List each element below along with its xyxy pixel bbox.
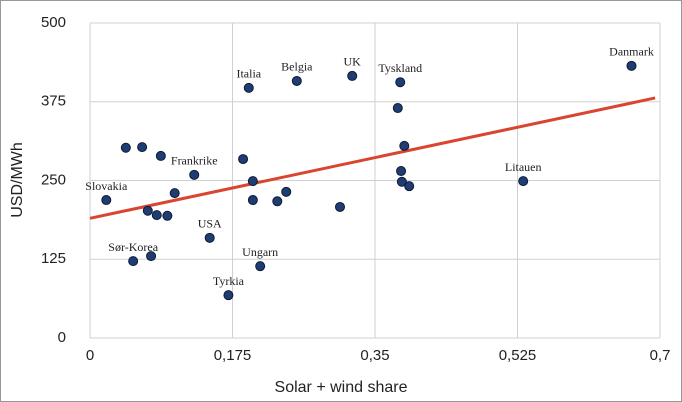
point — [395, 77, 406, 88]
point — [101, 195, 112, 206]
x-tick-label: 0,525 — [499, 347, 537, 364]
point — [247, 176, 258, 187]
point — [281, 186, 292, 197]
point — [347, 70, 358, 81]
y-tick-label: 375 — [41, 93, 66, 110]
point — [334, 201, 345, 212]
point-label: USA — [198, 217, 222, 231]
point — [146, 251, 157, 262]
point — [169, 188, 180, 199]
x-axis-title: Solar + wind share — [275, 379, 408, 396]
point-label: Frankrike — [171, 154, 218, 168]
point — [396, 176, 407, 187]
point — [128, 256, 139, 267]
point — [120, 142, 131, 153]
point-label: Italia — [236, 67, 261, 81]
point — [155, 150, 166, 161]
point — [399, 140, 410, 151]
y-tick-label: 500 — [41, 14, 66, 31]
point-label: Tyskland — [378, 61, 422, 75]
point-label: Belgia — [281, 60, 313, 74]
point — [404, 181, 415, 192]
point — [626, 60, 637, 71]
point-label: Litauen — [505, 160, 542, 174]
point — [396, 166, 407, 177]
y-tick-label: 0 — [58, 329, 66, 346]
y-tick-label: 250 — [41, 171, 66, 188]
point-label: Danmark — [609, 45, 654, 59]
point — [255, 261, 266, 272]
point — [142, 205, 153, 216]
trend-line — [89, 96, 656, 220]
point — [518, 176, 529, 187]
point — [272, 196, 283, 207]
x-tick-label: 0 — [86, 347, 94, 364]
point — [243, 82, 254, 93]
point — [291, 75, 302, 86]
point-label: UK — [344, 55, 362, 69]
y-axis-title: USD/MWh — [9, 142, 26, 218]
point — [204, 232, 215, 243]
point-label: Slovakia — [85, 179, 128, 193]
point-label: Tyrkia — [213, 274, 245, 288]
point — [162, 210, 173, 221]
point — [223, 290, 234, 301]
point — [137, 142, 148, 153]
point — [189, 169, 200, 180]
point — [238, 154, 249, 165]
x-tick-label: 0,35 — [360, 347, 389, 364]
point-label: Ungarn — [242, 245, 278, 259]
point — [392, 103, 403, 114]
x-tick-label: 0,7 — [650, 347, 671, 364]
x-tick-label: 0,175 — [214, 347, 252, 364]
point — [151, 210, 162, 221]
y-tick-label: 125 — [41, 250, 66, 267]
point-label: Sør-Korea — [108, 240, 158, 254]
point — [247, 195, 258, 206]
